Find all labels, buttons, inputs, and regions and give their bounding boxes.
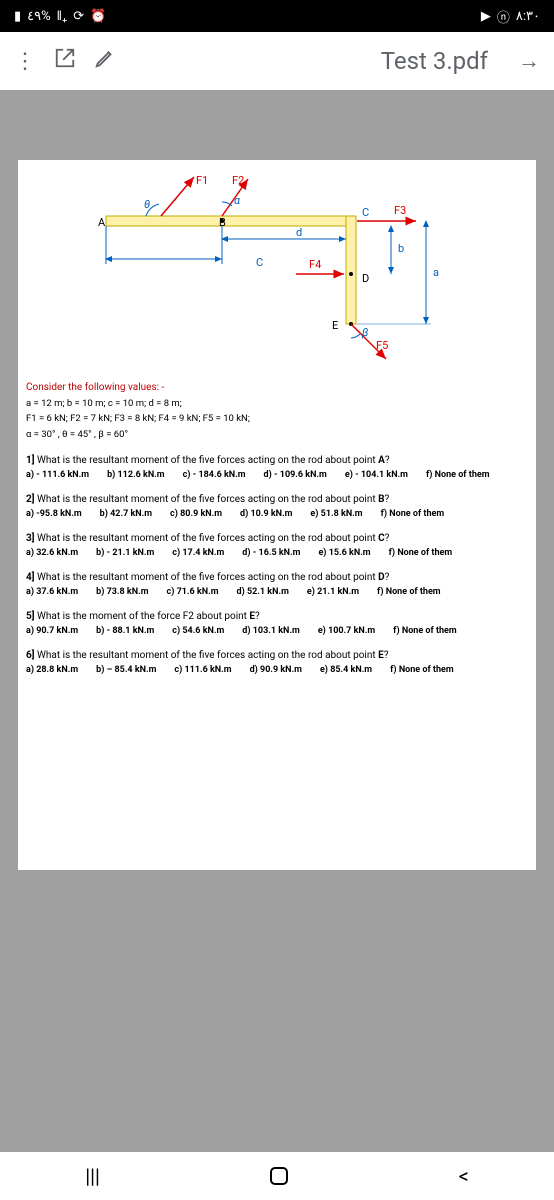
question-6: 6] What is the resultant moment of the f…: [26, 650, 528, 675]
label-F1: F1: [196, 174, 208, 187]
option: d) 52.1 kN.m: [237, 587, 289, 597]
option: e) 100.7 kN.m: [318, 626, 375, 636]
option: a) 90.7 kN.m: [26, 626, 78, 636]
document-viewport[interactable]: A B C D E F1 θ F2 α: [0, 90, 554, 1152]
label-C-top: C: [362, 206, 369, 219]
option: b) 73.8 kN.m: [96, 587, 148, 597]
label-A: A: [98, 216, 106, 229]
status-left: ▮ ٤٩% ‖₊ ⟳ ⏰: [14, 8, 106, 24]
options-row: a) 28.8 kN.m b) – 85.4 kN.m c) 111.6 kN.m d…: [26, 665, 528, 675]
option: e) 85.4 kN.m: [320, 665, 372, 675]
option: a) - 111.6 kN.m: [26, 470, 89, 480]
option: d) 103.1 kN.m: [242, 626, 300, 636]
option: e) 15.6 kN.m: [318, 548, 370, 558]
option: d) - 16.5 kN.m: [242, 548, 300, 558]
option: a) -95.8 kN.m: [26, 509, 82, 519]
signal-icon: ‖₊: [57, 8, 68, 24]
option: a) 28.8 kN.m: [26, 665, 78, 675]
option: f) None of them: [393, 626, 457, 636]
option: f) None of them: [426, 470, 490, 480]
options-row: a) 37.6 kN.m b) 73.8 kN.m c) 71.6 kN.m d) 5…: [26, 587, 528, 597]
label-theta: θ: [144, 198, 150, 211]
option: b) – 85.4 kN.m: [96, 665, 156, 675]
app-bar: ⋮ Test 3.pdf →: [0, 32, 554, 90]
back-arrow-icon[interactable]: →: [518, 48, 540, 74]
question-prompt: 4] What is the resultant moment of the f…: [26, 572, 528, 583]
document-title: Test 3.pdf: [381, 47, 488, 75]
label-F3: F3: [394, 204, 406, 217]
question-5: 5] What is the moment of the force F2 ab…: [26, 611, 528, 636]
options-row: a) -95.8 kN.m b) 42.7 kN.m c) 80.9 kN.m d) …: [26, 509, 528, 519]
mute-icon: ⓝ: [497, 7, 510, 26]
option: e) 21.1 kN.m: [307, 587, 359, 597]
recents-button[interactable]: |||: [85, 1164, 100, 1188]
given-line3: α = 30° , θ = 45° , β = 60°: [26, 428, 528, 441]
status-bar: ▮ ٤٩% ‖₊ ⟳ ⏰ ▶ ⓝ ٨:٣٠: [0, 0, 554, 32]
label-b: b: [398, 242, 404, 255]
question-prompt: 1] What is the resultant moment of the f…: [26, 455, 528, 466]
option: c) 71.6 kN.m: [167, 587, 219, 597]
alarm-icon: ⏰: [90, 9, 106, 24]
question-prompt: 6] What is the resultant moment of the f…: [26, 650, 528, 661]
yt-icon: ▶: [481, 9, 491, 24]
option: c) 54.6 kN.m: [172, 626, 224, 636]
given-line1: a = 12 m; b = 10 m; c = 10 m; d = 8 m;: [26, 397, 528, 410]
option: b) - 21.1 kN.m: [96, 548, 154, 558]
question-3: 3] What is the resultant moment of the f…: [26, 533, 528, 558]
option: a) 32.6 kN.m: [26, 548, 78, 558]
battery-pct: ٤٩%: [27, 9, 51, 24]
option: c) 80.9 kN.m: [170, 509, 222, 519]
pdf-page: A B C D E F1 θ F2 α: [18, 160, 536, 870]
home-button[interactable]: [270, 1167, 288, 1185]
options-row: a) 32.6 kN.m b) - 21.1 kN.m c) 17.4 kN.m d)…: [26, 548, 528, 558]
option: c) 17.4 kN.m: [172, 548, 224, 558]
diagram: A B C D E F1 θ F2 α: [26, 174, 528, 374]
question-1: 1] What is the resultant moment of the f…: [26, 455, 528, 480]
option: a) 37.6 kN.m: [26, 587, 78, 597]
option: f) None of them: [377, 587, 441, 597]
option: b) 42.7 kN.m: [100, 509, 152, 519]
label-F5: F5: [376, 339, 388, 352]
clock-text: ٨:٣٠: [516, 9, 540, 24]
option: e) 51.8 kN.m: [310, 509, 362, 519]
question-prompt: 5] What is the moment of the force F2 ab…: [26, 611, 528, 622]
option: f) None of them: [381, 509, 445, 519]
options-row: a) 90.7 kN.m b) - 88.1 kN.m c) 54.6 kN.m d)…: [26, 626, 528, 636]
question-4: 4] What is the resultant moment of the f…: [26, 572, 528, 597]
option: e) - 104.1 kN.m: [345, 470, 408, 480]
option: c) 111.6 kN.m: [174, 665, 231, 675]
option: b) 112.6 kN.m: [107, 470, 165, 480]
label-D: D: [362, 272, 369, 285]
back-button[interactable]: <: [459, 1164, 469, 1188]
open-external-icon[interactable]: [54, 47, 76, 75]
label-F2: F2: [232, 174, 244, 187]
label-C-dim: C: [256, 256, 263, 269]
question-prompt: 3] What is the resultant moment of the f…: [26, 533, 528, 544]
question-prompt: 2] What is the resultant moment of the f…: [26, 494, 528, 505]
label-E: E: [332, 319, 338, 332]
option: b) - 88.1 kN.m: [96, 626, 154, 636]
label-F4: F4: [309, 258, 321, 271]
android-nav-bar: ||| <: [0, 1152, 554, 1200]
option: f) None of them: [390, 665, 454, 675]
given-header: Consider the following values: -: [26, 380, 528, 395]
net-icon: ⟳: [73, 9, 84, 24]
option: c) - 184.6 kN.m: [183, 470, 246, 480]
questions-container: 1] What is the resultant moment of the f…: [26, 455, 528, 675]
label-beta: β: [361, 326, 368, 339]
given-line2: F1 = 6 kN; F2 = 7 kN; F3 = 8 kN; F4 = 9 …: [26, 412, 528, 425]
edit-icon[interactable]: [94, 47, 116, 75]
battery-icon: ▮: [14, 9, 21, 24]
label-d: d: [296, 226, 302, 239]
option: f) None of them: [389, 548, 453, 558]
option: d) - 109.6 kN.m: [264, 470, 327, 480]
label-a: a: [433, 266, 439, 279]
options-row: a) - 111.6 kN.m b) 112.6 kN.m c) - 184.6 k…: [26, 470, 528, 480]
status-right: ▶ ⓝ ٨:٣٠: [481, 7, 540, 26]
question-2: 2] What is the resultant moment of the f…: [26, 494, 528, 519]
option: d) 90.9 kN.m: [250, 665, 302, 675]
option: d) 10.9 kN.m: [240, 509, 292, 519]
label-alpha: α: [234, 194, 240, 207]
menu-icon[interactable]: ⋮: [14, 49, 36, 74]
